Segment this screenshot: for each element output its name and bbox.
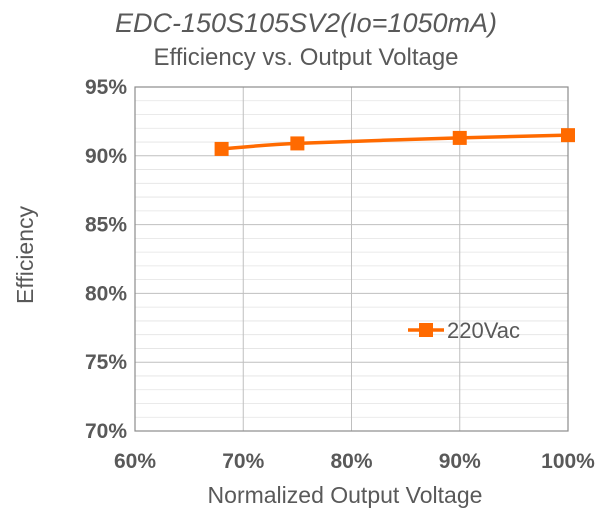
series-layer — [214, 128, 575, 156]
data-point-marker — [561, 128, 575, 143]
data-point-marker — [452, 130, 467, 145]
x-axis-ticks: 60% 70% 80% 90% 100% — [114, 450, 595, 473]
legend-marker — [419, 323, 433, 337]
data-point-marker — [214, 141, 229, 156]
legend: 220Vac — [408, 318, 520, 343]
grid-layer — [135, 86, 568, 432]
x-tick-label: 80% — [330, 450, 372, 473]
data-point-marker — [290, 136, 305, 151]
y-tick-label: 75% — [85, 351, 127, 374]
y-axis-label: Efficiency — [12, 205, 38, 304]
series-line-220vac — [221, 133, 569, 151]
x-tick-label: 90% — [439, 450, 481, 473]
y-tick-label: 85% — [85, 214, 127, 237]
chart-title: EDC-150S105SV2(Io=1050mA) — [115, 8, 497, 38]
legend-label-220vac: 220Vac — [447, 318, 520, 343]
x-axis-label: Normalized Output Voltage — [208, 482, 483, 508]
y-tick-label: 90% — [85, 145, 127, 168]
x-tick-label: 100% — [541, 450, 595, 473]
y-tick-label: 70% — [85, 420, 127, 443]
plot-area — [134, 86, 569, 432]
y-axis-ticks: 70% 75% 80% 85% 90% 95% — [85, 76, 127, 443]
x-tick-label: 60% — [114, 450, 156, 473]
chart-subtitle: Efficiency vs. Output Voltage — [153, 44, 459, 71]
y-tick-label: 80% — [85, 282, 127, 305]
x-tick-label: 70% — [222, 450, 264, 473]
y-tick-label: 95% — [85, 76, 127, 99]
